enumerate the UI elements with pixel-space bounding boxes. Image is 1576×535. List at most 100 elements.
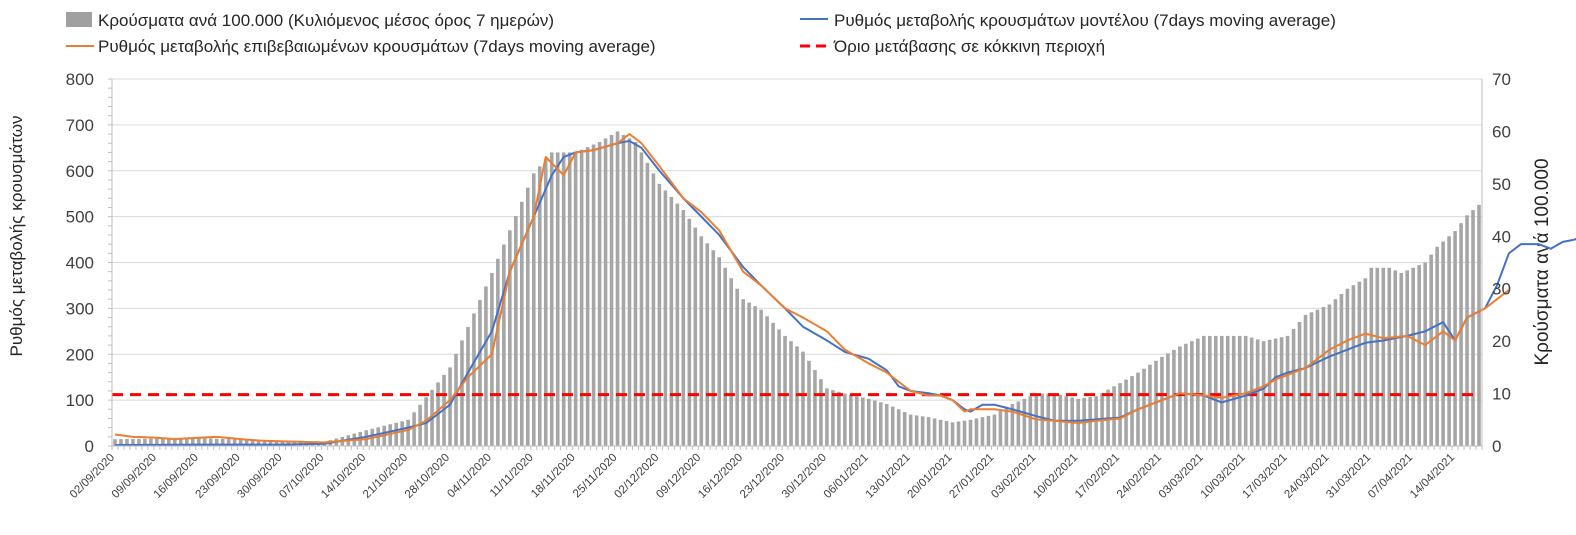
bar	[1435, 246, 1439, 446]
bar	[747, 302, 751, 446]
bar	[992, 414, 997, 446]
bar	[962, 420, 967, 446]
bar	[161, 438, 165, 446]
bar	[561, 152, 566, 446]
bar	[1423, 262, 1427, 446]
bar	[974, 418, 979, 446]
bar	[1172, 349, 1176, 446]
legend: Κρούσματα ανά 100.000 (Κυλιόμενος μέσος …	[66, 11, 1336, 56]
y-tick-label-left: 0	[85, 437, 94, 456]
bar	[238, 439, 243, 446]
bar	[1303, 314, 1308, 446]
legend-label-confirmed: Ρυθμός μεταβολής επιβεβαιωμένων κρουσμάτ…	[98, 37, 656, 56]
bar	[472, 313, 476, 446]
bar	[1231, 335, 1236, 446]
bar	[855, 396, 859, 446]
bar	[131, 438, 135, 446]
bar	[866, 398, 871, 446]
bar	[1375, 267, 1380, 446]
y-tick-label-left: 800	[66, 70, 94, 89]
bar	[1022, 398, 1027, 446]
bar	[1411, 267, 1415, 446]
bar	[890, 406, 895, 446]
y-tick-label-left: 300	[66, 299, 94, 318]
bar	[944, 421, 949, 446]
y-tick-label-left: 600	[66, 162, 94, 181]
bar	[250, 439, 255, 446]
bar	[1315, 309, 1320, 446]
bar	[1213, 335, 1218, 446]
bar	[813, 369, 817, 446]
bar	[1273, 338, 1278, 446]
bar	[232, 439, 237, 446]
bar	[914, 415, 919, 446]
bar	[125, 439, 129, 446]
legend-label-threshold: Όριο μετάβασης σε κόκκινη περιοχή	[833, 37, 1105, 56]
bar	[1387, 267, 1392, 446]
bar	[1261, 341, 1266, 446]
bar	[1243, 335, 1248, 446]
bar	[167, 438, 171, 446]
y-tick-label-right: 10	[1492, 385, 1511, 404]
bar	[543, 159, 548, 446]
bar	[645, 162, 650, 446]
bar	[555, 152, 560, 446]
bar	[525, 187, 530, 446]
bar	[520, 201, 524, 446]
bar	[137, 438, 141, 446]
bar	[687, 218, 692, 446]
bar	[496, 258, 500, 446]
bar	[968, 419, 973, 446]
bar	[388, 424, 392, 446]
x-tick-label: 28/10/2020	[403, 452, 452, 501]
bar	[466, 326, 470, 446]
y-tick-label-right: 50	[1492, 175, 1511, 194]
bar	[226, 439, 231, 446]
bar	[807, 360, 811, 446]
line-series	[112, 133, 1576, 447]
bar	[729, 278, 733, 446]
bar	[244, 439, 249, 446]
bar	[1285, 335, 1290, 446]
bar	[406, 419, 410, 446]
y-tick-label-right: 30	[1492, 280, 1511, 299]
bar	[1339, 293, 1344, 446]
bar	[119, 439, 123, 446]
bar	[872, 400, 877, 446]
bar	[143, 438, 147, 446]
bar	[711, 250, 716, 446]
y-tick-label-right: 70	[1492, 70, 1511, 89]
bar	[932, 418, 937, 446]
bar	[783, 335, 787, 446]
bar	[274, 440, 279, 446]
bar	[675, 203, 680, 446]
bar	[454, 353, 458, 446]
bar	[717, 257, 722, 446]
bar	[1208, 335, 1212, 446]
bar	[831, 390, 835, 446]
bar	[514, 216, 518, 446]
bar	[681, 210, 686, 446]
bar	[1357, 281, 1362, 446]
bar	[579, 149, 584, 446]
bar	[478, 299, 482, 446]
legend-label-bars: Κρούσματα ανά 100.000 (Κυλιόμενος μέσος …	[98, 11, 554, 30]
bar	[741, 299, 745, 446]
y-tick-label-right: 0	[1492, 437, 1501, 456]
bar	[843, 393, 847, 446]
y-tick-label-left: 200	[66, 345, 94, 364]
bar	[448, 367, 452, 446]
bar	[986, 415, 991, 446]
bar	[603, 138, 608, 446]
bar	[1178, 346, 1182, 446]
bar	[484, 286, 488, 446]
bar	[1309, 312, 1314, 446]
bar	[1417, 265, 1421, 446]
bar	[394, 422, 398, 446]
bar	[502, 244, 506, 446]
bar	[214, 438, 219, 446]
bar	[819, 379, 823, 446]
y-tick-label-left: 400	[66, 254, 94, 273]
bar	[861, 397, 865, 446]
bar	[789, 341, 793, 446]
